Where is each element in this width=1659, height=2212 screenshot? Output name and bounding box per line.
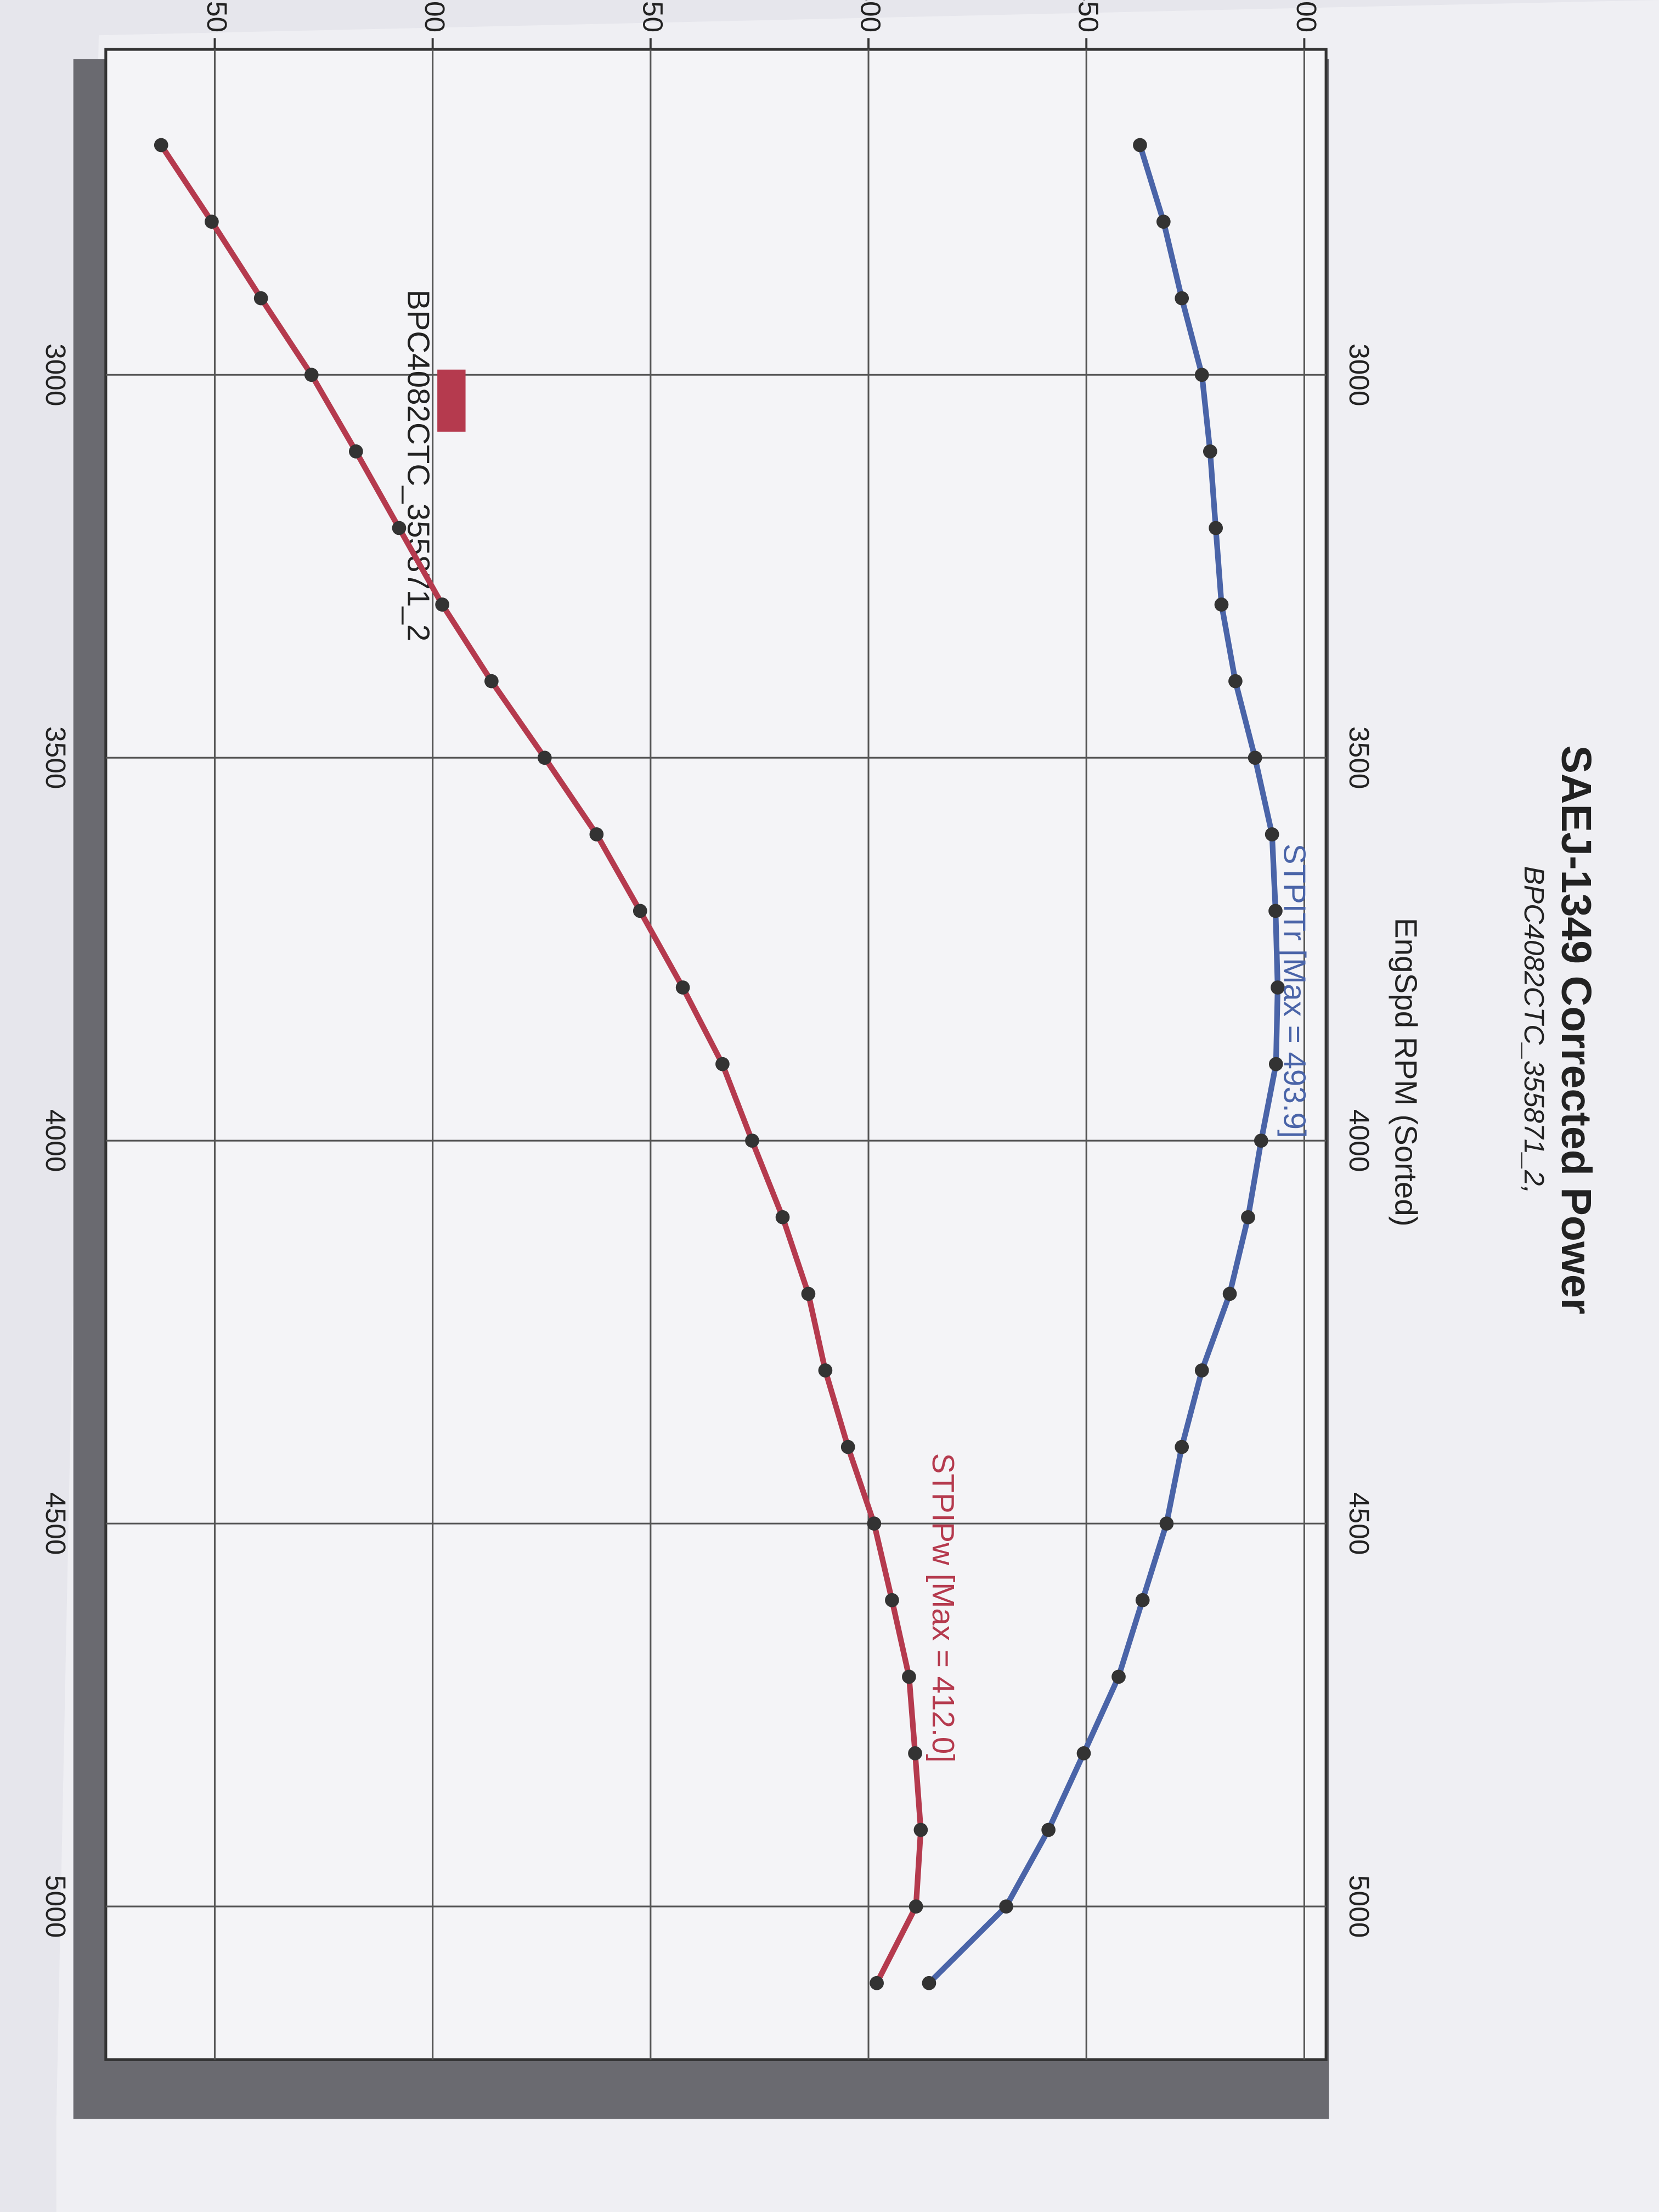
- data-point: [304, 368, 319, 382]
- data-point: [922, 1976, 936, 1990]
- data-point: [205, 215, 219, 229]
- data-point: [253, 291, 268, 306]
- y-tick-label: 500: [1291, 0, 1323, 32]
- x-tick-label: 4000: [40, 1109, 72, 1172]
- data-point: [1203, 444, 1217, 459]
- data-point: [1041, 1822, 1056, 1837]
- data-point: [1175, 291, 1189, 306]
- data-point: [1156, 215, 1171, 229]
- data-point: [154, 138, 168, 153]
- data-point: [1194, 1363, 1209, 1378]
- data-point: [1194, 368, 1209, 382]
- data-point: [775, 1210, 790, 1224]
- data-point: [1135, 1593, 1150, 1607]
- data-point: [1228, 674, 1243, 689]
- data-point: [913, 1822, 928, 1837]
- data-point: [1076, 1746, 1091, 1760]
- x-tick-label: 5000: [1344, 1875, 1375, 1938]
- data-point: [1241, 1210, 1255, 1224]
- data-point: [484, 674, 499, 689]
- data-point: [675, 980, 690, 995]
- data-point: [1133, 138, 1147, 153]
- x-tick-label: 3000: [40, 343, 72, 406]
- data-point: [745, 1133, 759, 1148]
- y-tick-label: 350: [637, 0, 669, 32]
- data-point: [1265, 827, 1279, 842]
- annotation: STPITr [Max = 493.9]: [1277, 844, 1312, 1138]
- y-tick-label: 250: [201, 0, 233, 32]
- y-tick-label: 300: [419, 0, 451, 32]
- data-point: [1175, 1440, 1189, 1454]
- legend-swatch: [437, 369, 466, 432]
- data-point: [801, 1286, 816, 1301]
- x-tick-label: 3500: [40, 726, 72, 789]
- x-axis-label: EngSpd RPM (Sorted): [1389, 918, 1424, 1227]
- data-point: [908, 1746, 922, 1760]
- data-point: [885, 1593, 899, 1607]
- data-point: [1222, 1286, 1237, 1301]
- chart-subtitle: BPC4082CTC_355871_2,: [1519, 866, 1550, 1193]
- x-tick-label: 3500: [1344, 726, 1375, 789]
- data-point: [1268, 904, 1283, 918]
- x-tick-label: 5000: [40, 1875, 72, 1938]
- data-point: [867, 1516, 882, 1531]
- data-point: [633, 904, 647, 918]
- data-point: [537, 751, 552, 765]
- data-point: [870, 1976, 884, 1990]
- data-point: [1111, 1669, 1126, 1684]
- data-point: [392, 521, 407, 535]
- data-point: [1254, 1133, 1268, 1148]
- annotation: STPIPw [Max = 412.0]: [926, 1453, 961, 1763]
- data-point: [435, 597, 449, 612]
- data-point: [1209, 521, 1223, 535]
- data-point: [1271, 980, 1285, 995]
- data-point: [818, 1363, 833, 1378]
- data-point: [348, 444, 363, 459]
- x-tick-label: 4000: [1344, 1109, 1375, 1172]
- chart-title: SAEJ-1349 Corrected Power: [1553, 745, 1600, 1314]
- data-point: [715, 1057, 730, 1071]
- data-point: [1248, 751, 1262, 765]
- data-point: [909, 1899, 923, 1914]
- x-tick-label: 4500: [1344, 1492, 1375, 1555]
- x-tick-label: 3000: [1344, 343, 1375, 406]
- y-tick-label: 450: [1073, 0, 1105, 32]
- data-point: [1159, 1516, 1174, 1531]
- data-point: [1268, 1057, 1283, 1071]
- data-point: [1214, 597, 1229, 612]
- data-point: [902, 1669, 916, 1684]
- y-tick-label: 400: [855, 0, 887, 32]
- x-tick-label: 4500: [40, 1492, 72, 1555]
- data-point: [840, 1440, 855, 1454]
- data-point: [589, 827, 604, 842]
- data-point: [999, 1899, 1013, 1914]
